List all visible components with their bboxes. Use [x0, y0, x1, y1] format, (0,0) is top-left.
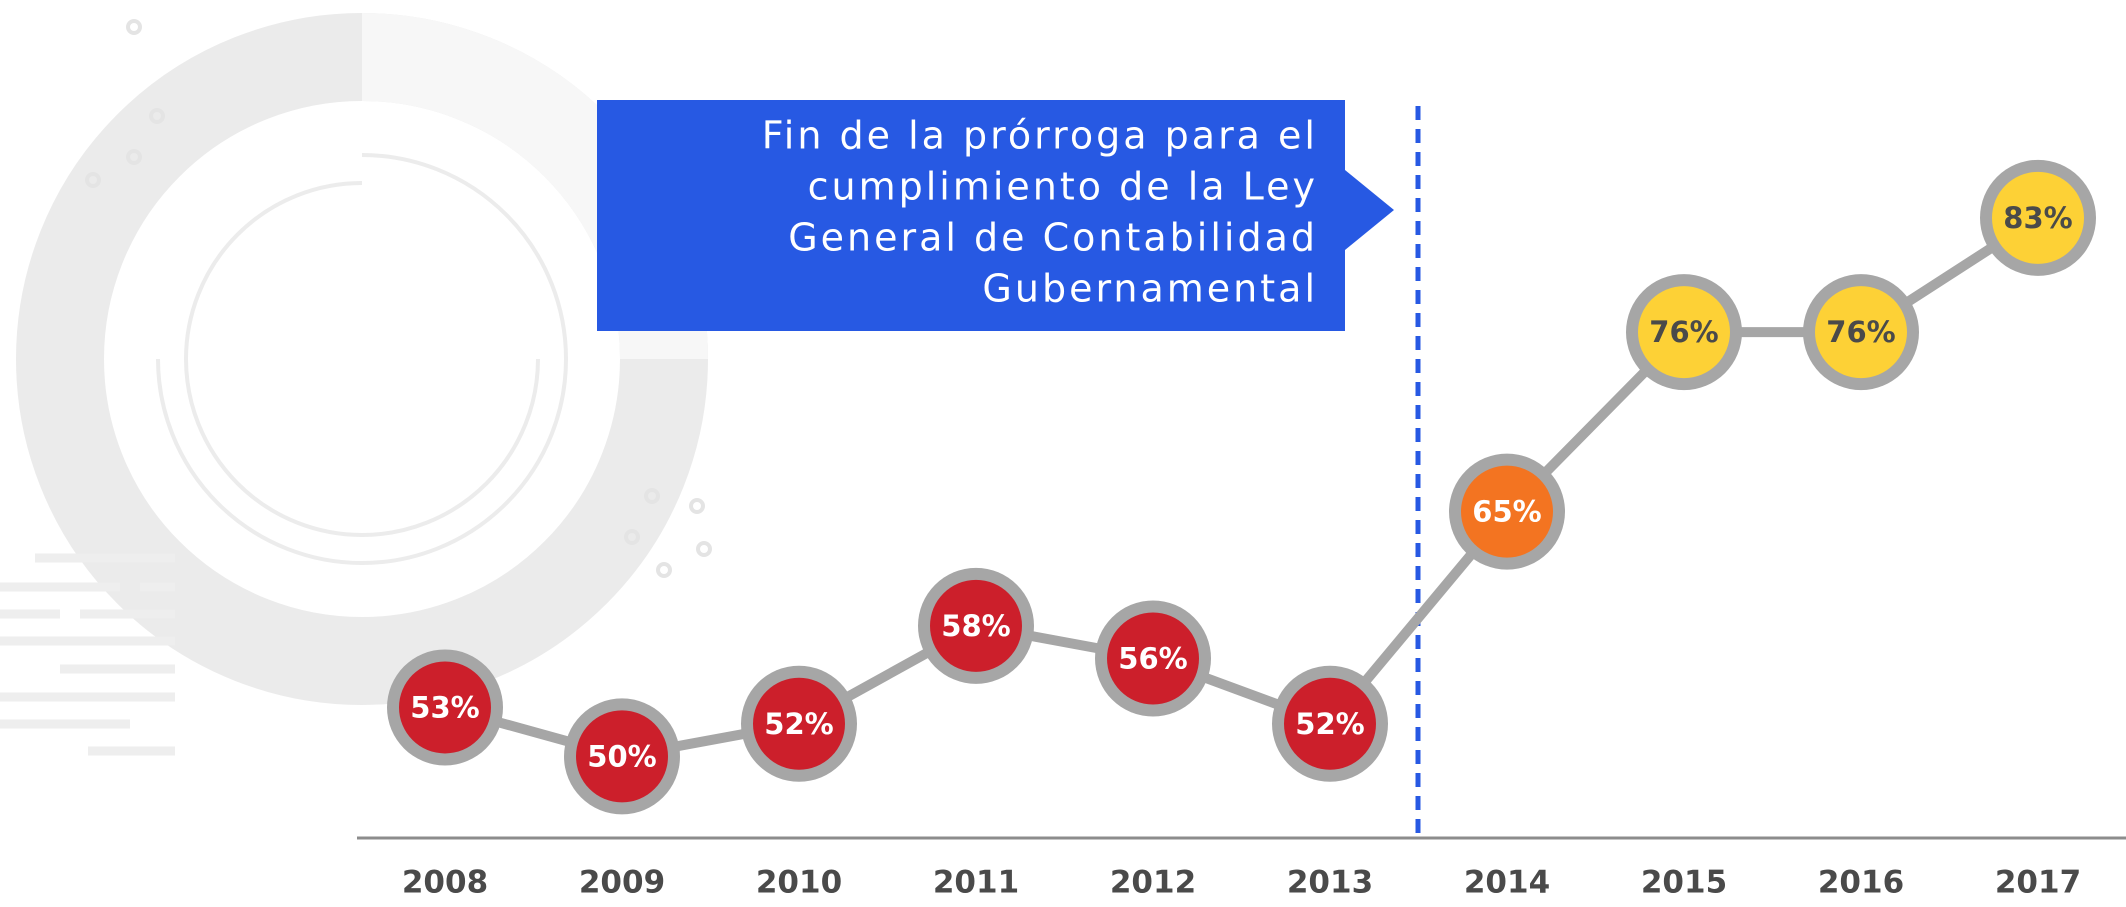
point: [1638, 286, 1730, 379]
inner-arc: [184, 181, 540, 537]
annotation-line: Gubernamental: [982, 267, 1318, 311]
value-label: 76%: [1826, 315, 1895, 349]
point: [576, 710, 668, 803]
annotation-arrow: [1345, 170, 1394, 250]
value-label: 58%: [941, 609, 1010, 643]
annotation-box: [597, 100, 1345, 331]
dots: [85, 19, 712, 578]
point: [1107, 612, 1199, 705]
x-tick-label: 2016: [1818, 865, 1904, 901]
annotation-line: General de Contabilidad: [788, 216, 1318, 260]
point: [1284, 677, 1376, 770]
value-label: 52%: [764, 707, 833, 741]
x-tick-label: 2012: [1110, 865, 1196, 901]
annotation-line: Fin de la prórroga para el: [762, 114, 1318, 158]
data-line: [443, 213, 2041, 762]
value-label: 83%: [2003, 201, 2072, 235]
value-label: 53%: [410, 690, 479, 724]
x-tick-label: 2009: [579, 865, 665, 901]
value-label: 65%: [1472, 495, 1541, 529]
x-tick-label: 2008: [402, 865, 488, 901]
annotation: Fin de la prórroga para el cumplimiento d…: [762, 114, 1318, 311]
point: [1461, 465, 1553, 558]
value-label: 56%: [1118, 641, 1187, 675]
point: [930, 579, 1022, 672]
annotation-line: cumplimiento de la Ley: [808, 165, 1318, 209]
plot: 2008 2009 2010 2011 2012 2013 2014 2015 2016 2017…: [387, 159, 2096, 901]
point: [1815, 286, 1907, 379]
value-label: 50%: [587, 739, 656, 773]
x-tick-label: 2014: [1464, 865, 1550, 901]
point: [753, 677, 845, 770]
x-tick-label: 2015: [1641, 865, 1727, 901]
x-tick-label: 2013: [1287, 865, 1373, 901]
x-tick-label: 2017: [1995, 865, 2081, 901]
value-label: 52%: [1295, 707, 1364, 741]
inner-arc: [156, 153, 568, 565]
value-label: 76%: [1649, 315, 1718, 349]
point: [399, 661, 491, 754]
point: [1992, 171, 2084, 264]
x-tick-label: 2010: [756, 865, 842, 901]
dash-lines: [0, 553, 175, 756]
x-tick-label: 2011: [933, 865, 1019, 901]
